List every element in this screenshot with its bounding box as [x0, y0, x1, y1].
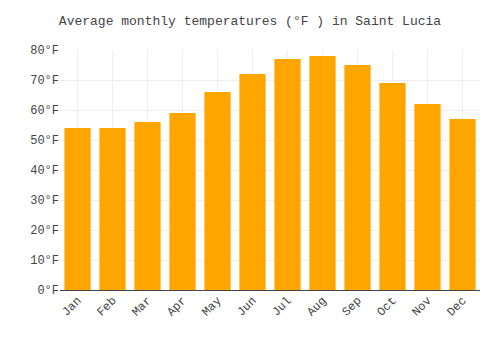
svg-text:Jan: Jan: [59, 294, 84, 319]
svg-text:Feb: Feb: [94, 294, 119, 319]
svg-text:Dec: Dec: [444, 294, 469, 319]
svg-text:40°F: 40°F: [30, 164, 59, 178]
svg-text:Aug: Aug: [304, 294, 329, 319]
svg-text:Jul: Jul: [269, 294, 294, 319]
svg-text:10°F: 10°F: [30, 254, 59, 268]
svg-text:Jun: Jun: [234, 294, 259, 319]
svg-text:Mar: Mar: [129, 294, 154, 319]
svg-text:May: May: [199, 294, 224, 319]
svg-text:50°F: 50°F: [30, 134, 59, 148]
svg-text:Nov: Nov: [409, 294, 434, 319]
svg-text:Apr: Apr: [164, 294, 189, 319]
svg-text:Oct: Oct: [374, 294, 399, 319]
svg-text:Sep: Sep: [339, 294, 364, 319]
svg-text:70°F: 70°F: [30, 74, 59, 88]
svg-text:60°F: 60°F: [30, 104, 59, 118]
svg-text:80°F: 80°F: [30, 44, 59, 58]
svg-text:20°F: 20°F: [30, 224, 59, 238]
svg-text:30°F: 30°F: [30, 194, 59, 208]
svg-text:Average monthly temperatures (: Average monthly temperatures (°F ) in Sa…: [59, 14, 441, 29]
svg-text:0°F: 0°F: [37, 284, 59, 298]
